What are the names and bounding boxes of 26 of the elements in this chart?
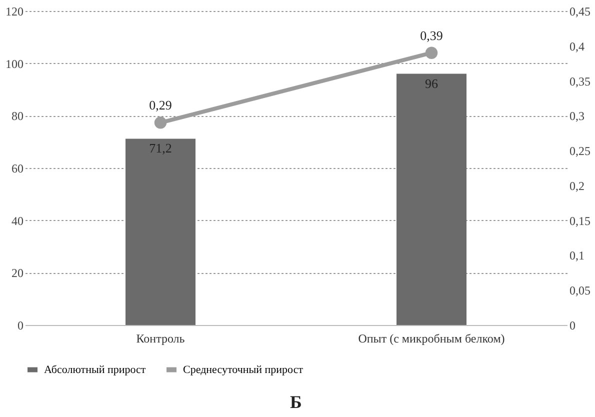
legend-label: Среднесуточный прирост (183, 364, 304, 376)
x-tick-label: Контроль (136, 332, 186, 346)
y-tick-label: 120 (6, 4, 24, 18)
x-tick-label: Опыт (с микробным белком) (358, 332, 505, 346)
y2-tick-label: 0 (570, 318, 576, 332)
data-label: 96 (425, 76, 438, 91)
y2-tick-label: 0,1 (570, 248, 584, 263)
y-tick-label: 0 (18, 318, 24, 332)
y2-tick-label: 0,15 (570, 214, 590, 228)
y-tick-label: 20 (12, 266, 24, 280)
y2-tick-label: 0,25 (570, 144, 590, 158)
legend-label: Абсолютный прирост (44, 364, 146, 376)
data-label: 0,39 (420, 28, 443, 43)
y-tick-label: 60 (12, 162, 24, 176)
data-label: 71,2 (149, 140, 172, 156)
y-tick-label: 40 (12, 214, 24, 228)
y-tick-label: 100 (6, 56, 24, 71)
data-label: 0,29 (149, 98, 172, 113)
y2-tick-label: 0,3 (570, 109, 584, 124)
y2-tick-label: 0,35 (570, 74, 590, 88)
y2-tick-label: 0,45 (570, 4, 590, 18)
y2-tick-label: 0,05 (570, 284, 590, 298)
y2-tick-label: 0,2 (570, 178, 584, 193)
text: Б (290, 392, 302, 412)
y-tick-label: 80 (12, 109, 24, 124)
y2-tick-label: 0,4 (570, 39, 584, 54)
